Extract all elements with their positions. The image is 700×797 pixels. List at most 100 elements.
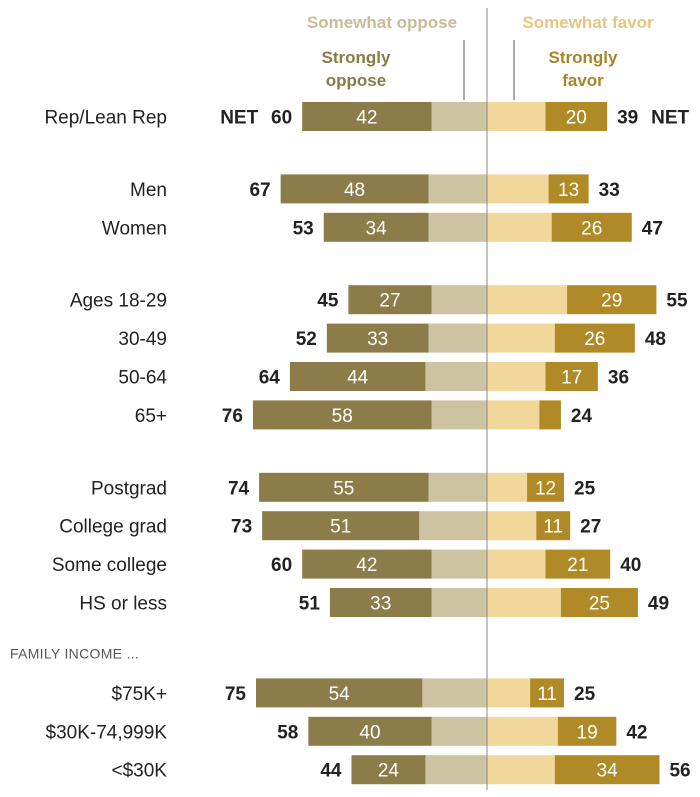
net-favor-value: 40 <box>620 555 641 576</box>
label-strongly-favor: 34 <box>597 761 619 782</box>
net-favor-value: 36 <box>608 368 629 389</box>
bar-somewhat-favor <box>487 323 555 353</box>
label-strongly-oppose: 34 <box>366 218 388 239</box>
bar-somewhat-oppose <box>428 174 487 204</box>
labels-layer: 42 60 NET 20 39 NET Rep/Lean Rep 48 67 13 33 Men 34 5… <box>10 108 691 782</box>
net-oppose-value: 76 <box>222 406 243 427</box>
bar-somewhat-favor <box>487 400 540 430</box>
bar-strongly-oppose <box>351 755 426 785</box>
net-oppose-value: 60 <box>271 555 292 576</box>
net-favor-value: 25 <box>574 478 596 499</box>
label-strongly-favor: 26 <box>581 218 602 239</box>
bar-somewhat-oppose <box>419 511 487 541</box>
bar-somewhat-oppose <box>431 588 487 617</box>
bar-strongly-favor <box>539 400 561 430</box>
bar-strongly-oppose <box>256 678 423 708</box>
label-strongly-favor: 17 <box>561 368 582 389</box>
bar-strongly-favor <box>545 102 608 131</box>
bar-somewhat-oppose <box>431 400 487 430</box>
label-strongly-favor: 21 <box>567 555 588 576</box>
legend-strongly-oppose-line2: oppose <box>326 71 386 90</box>
net-oppose-value: 73 <box>231 517 252 538</box>
row-label: Rep/Lean Rep <box>44 108 167 129</box>
net-favor-value: 55 <box>666 291 688 312</box>
label-strongly-favor: 12 <box>535 478 556 499</box>
bar-strongly-favor <box>527 472 564 502</box>
legend-somewhat-favor: Somewhat favor <box>522 13 654 32</box>
net-oppose-value: 60 <box>271 108 292 129</box>
bar-strongly-favor <box>548 174 589 204</box>
bar-strongly-favor <box>554 323 635 353</box>
bar-strongly-oppose <box>326 323 429 353</box>
bar-strongly-favor <box>557 716 617 746</box>
label-strongly-oppose: 24 <box>378 761 400 782</box>
net-favor-value: 27 <box>580 517 601 538</box>
bar-strongly-favor <box>530 678 564 708</box>
net-oppose-value: 52 <box>296 329 317 350</box>
bar-somewhat-favor <box>487 285 568 315</box>
net-oppose-value: 53 <box>293 218 314 239</box>
net-favor-label: NET <box>651 108 689 129</box>
label-strongly-favor: 11 <box>537 684 557 705</box>
row-label: $30K-74,999K <box>46 722 168 743</box>
bar-strongly-favor <box>545 549 611 579</box>
label-strongly-oppose: 48 <box>344 180 365 201</box>
bar-strongly-oppose <box>348 285 432 315</box>
net-oppose-value: 51 <box>299 594 321 615</box>
row-label: 65+ <box>135 406 167 427</box>
net-favor-value: 33 <box>599 180 620 201</box>
legend-strongly-favor-line2: favor <box>562 71 604 90</box>
label-strongly-favor: 11 <box>543 517 563 538</box>
bar-somewhat-favor <box>487 549 546 579</box>
bar-strongly-oppose <box>302 102 432 131</box>
row-label: Ages 18-29 <box>70 291 167 312</box>
bar-strongly-oppose <box>289 362 426 391</box>
bar-strongly-favor <box>567 285 657 315</box>
bar-strongly-oppose <box>280 174 429 204</box>
bar-somewhat-oppose <box>431 102 487 131</box>
label-strongly-oppose: 44 <box>347 368 369 389</box>
row-label: Some college <box>52 555 167 576</box>
net-favor-value: 49 <box>648 594 669 615</box>
label-strongly-favor: 19 <box>577 722 598 743</box>
label-strongly-oppose: 40 <box>359 722 380 743</box>
bar-somewhat-oppose <box>428 472 487 502</box>
label-strongly-oppose: 33 <box>367 329 388 350</box>
bar-strongly-favor <box>536 511 571 541</box>
bar-strongly-oppose <box>262 511 420 541</box>
net-favor-value: 48 <box>645 329 666 350</box>
row-label: Postgrad <box>91 478 167 499</box>
bar-somewhat-favor <box>487 472 528 502</box>
section-header: FAMILY INCOME ... <box>10 645 139 661</box>
legend-somewhat-oppose: Somewhat oppose <box>307 13 457 32</box>
bar-strongly-favor <box>545 362 598 391</box>
row-label: Women <box>102 218 167 239</box>
bar-somewhat-favor <box>487 174 549 204</box>
bar-somewhat-favor <box>487 102 546 131</box>
net-oppose-value: 45 <box>317 291 339 312</box>
label-strongly-oppose: 33 <box>370 594 391 615</box>
bar-strongly-oppose <box>259 472 429 502</box>
row-label: 30-49 <box>118 329 167 350</box>
net-favor-value: 24 <box>571 406 593 427</box>
bar-somewhat-oppose <box>425 755 487 785</box>
net-favor-value: 47 <box>642 218 663 239</box>
net-favor-value: 39 <box>617 108 638 129</box>
bar-somewhat-oppose <box>431 549 487 579</box>
bar-strongly-favor <box>554 755 660 785</box>
bar-strongly-favor <box>551 212 632 242</box>
net-oppose-label: NET <box>220 108 258 129</box>
bar-somewhat-oppose <box>428 212 487 242</box>
row-label: <$30K <box>112 761 168 782</box>
bar-somewhat-oppose <box>428 323 487 353</box>
bar-somewhat-favor <box>487 755 555 785</box>
bar-somewhat-oppose <box>431 716 487 746</box>
bar-somewhat-oppose <box>425 362 487 391</box>
label-strongly-favor: 25 <box>589 594 610 615</box>
label-strongly-favor: 13 <box>558 180 579 201</box>
bar-somewhat-oppose <box>431 285 487 315</box>
bar-strongly-oppose <box>323 212 429 242</box>
row-label: $75K+ <box>112 684 167 705</box>
row-label: Men <box>130 180 167 201</box>
